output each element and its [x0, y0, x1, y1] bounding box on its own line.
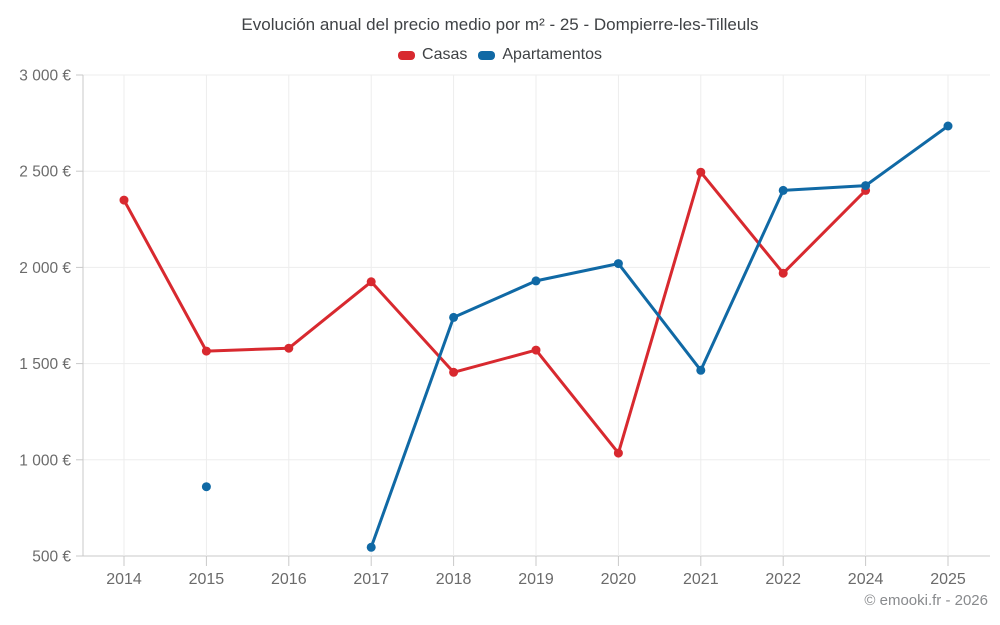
data-point-casas-2018[interactable] — [449, 367, 459, 377]
x-axis-label: 2014 — [106, 571, 142, 588]
series-line-apartamentos — [369, 124, 950, 549]
y-axis-label: 500 € — [32, 549, 71, 566]
data-point-apartamentos-2017[interactable] — [366, 542, 376, 552]
legend-item-apartamentos[interactable]: Apartamentos — [478, 46, 602, 64]
data-point-apartamentos-2020[interactable] — [613, 259, 623, 269]
legend-label-apartamentos: Apartamentos — [502, 46, 602, 63]
x-axis-label: 2024 — [848, 571, 884, 588]
y-axis-label: 1 000 € — [19, 452, 71, 469]
x-axis-label: 2025 — [930, 571, 966, 588]
data-point-casas-2017[interactable] — [366, 277, 376, 287]
data-point-casas-2014[interactable] — [119, 195, 129, 205]
y-axis-label: 3 000 € — [19, 68, 71, 85]
x-axis-label: 2020 — [601, 571, 637, 588]
data-point-casas-2016[interactable] — [284, 343, 294, 353]
data-point-casas-2015[interactable] — [201, 346, 211, 356]
data-point-apartamentos-2024[interactable] — [861, 181, 871, 191]
y-axis-label: 2 000 € — [19, 260, 71, 277]
legend-item-casas[interactable]: Casas — [398, 46, 467, 64]
x-axis-label: 2015 — [189, 571, 225, 588]
data-point-apartamentos-2025[interactable] — [943, 121, 953, 131]
legend-label-casas: Casas — [422, 46, 468, 63]
y-axis-label: 1 500 € — [19, 356, 71, 373]
x-axis-label: 2018 — [436, 571, 472, 588]
x-axis-label: 2022 — [765, 571, 801, 588]
chart-legend: Casas Apartamentos — [0, 43, 1000, 67]
data-point-casas-2021[interactable] — [696, 167, 706, 177]
data-point-casas-2019[interactable] — [531, 345, 541, 355]
series-line-casas — [122, 170, 868, 455]
data-point-apartamentos-2015[interactable] — [201, 482, 211, 492]
x-axis-label: 2021 — [683, 571, 719, 588]
data-point-casas-2022[interactable] — [778, 268, 788, 278]
apartamentos-swatch-icon — [478, 50, 496, 60]
data-point-apartamentos-2019[interactable] — [531, 276, 541, 286]
copyright-note: © emooki.fr - 2026 — [864, 592, 988, 609]
y-axis-label: 2 500 € — [19, 164, 71, 181]
x-axis-label: 2019 — [518, 571, 554, 588]
data-point-apartamentos-2022[interactable] — [778, 185, 788, 195]
x-axis-label: 2016 — [271, 571, 307, 588]
data-point-apartamentos-2018[interactable] — [449, 312, 459, 322]
x-axis-label: 2017 — [353, 571, 389, 588]
chart-title: Evolución anual del precio medio por m² … — [241, 15, 759, 34]
data-point-casas-2020[interactable] — [613, 448, 623, 458]
data-point-apartamentos-2021[interactable] — [696, 365, 706, 375]
casas-swatch-icon — [398, 50, 416, 60]
